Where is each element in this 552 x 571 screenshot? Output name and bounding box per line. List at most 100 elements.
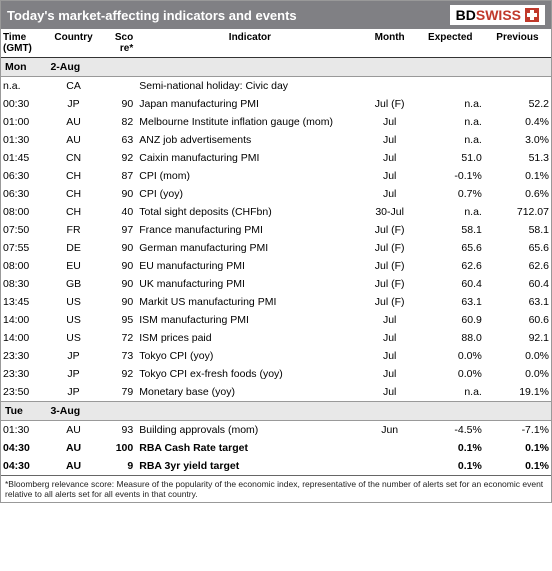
- cell-country: AU: [46, 439, 100, 457]
- cell-indicator: France manufacturing PMI: [135, 221, 362, 239]
- cell-expected: n.a.: [417, 95, 484, 113]
- cell-time: 01:00: [1, 113, 46, 131]
- cell-previous: 60.4: [484, 275, 551, 293]
- economic-calendar: Today's market-affecting indicators and …: [0, 0, 552, 503]
- cell-expected: -4.5%: [417, 421, 484, 440]
- cell-score: 92: [101, 365, 136, 383]
- day-date: 2-Aug: [46, 58, 551, 77]
- cell-indicator: EU manufacturing PMI: [135, 257, 362, 275]
- cell-score: 97: [101, 221, 136, 239]
- cell-expected: 0.0%: [417, 347, 484, 365]
- cell-score: 63: [101, 131, 136, 149]
- cell-month: Jul: [363, 149, 417, 167]
- cell-score: 93: [101, 421, 136, 440]
- cell-time: 06:30: [1, 167, 46, 185]
- cell-expected: 58.1: [417, 221, 484, 239]
- cell-month: Jul (F): [363, 257, 417, 275]
- col-time: Time (GMT): [1, 29, 46, 58]
- cell-country: US: [46, 311, 100, 329]
- table-row: 14:00US95ISM manufacturing PMIJul60.960.…: [1, 311, 551, 329]
- col-previous: Previous: [484, 29, 551, 58]
- cell-month: Jul (F): [363, 293, 417, 311]
- logo-swiss-text: SWISS: [476, 7, 521, 23]
- page-title: Today's market-affecting indicators and …: [7, 8, 297, 23]
- cell-previous: 65.6: [484, 239, 551, 257]
- cell-month: Jul: [363, 167, 417, 185]
- cell-country: CN: [46, 149, 100, 167]
- cell-time: 07:50: [1, 221, 46, 239]
- cell-score: 82: [101, 113, 136, 131]
- day-date: 3-Aug: [46, 402, 551, 421]
- cell-expected: 62.6: [417, 257, 484, 275]
- table-row: 04:30AU100RBA Cash Rate target0.1%0.1%: [1, 439, 551, 457]
- cell-country: FR: [46, 221, 100, 239]
- cell-time: 06:30: [1, 185, 46, 203]
- cell-indicator: Tokyo CPI ex-fresh foods (yoy): [135, 365, 362, 383]
- table-row: 00:30JP90Japan manufacturing PMIJul (F)n…: [1, 95, 551, 113]
- cell-score: 90: [101, 293, 136, 311]
- cell-expected: 0.1%: [417, 439, 484, 457]
- cell-time: 01:30: [1, 131, 46, 149]
- cell-indicator: Semi-national holiday: Civic day: [135, 77, 362, 96]
- logo-bd-text: BD: [456, 7, 476, 23]
- table-row: n.a.CASemi-national holiday: Civic day: [1, 77, 551, 96]
- cell-score: 95: [101, 311, 136, 329]
- cell-indicator: Caixin manufacturing PMI: [135, 149, 362, 167]
- col-month: Month: [363, 29, 417, 58]
- cell-country: GB: [46, 275, 100, 293]
- cell-previous: 92.1: [484, 329, 551, 347]
- cell-expected: 0.7%: [417, 185, 484, 203]
- table-row: 04:30AU9RBA 3yr yield target0.1%0.1%: [1, 457, 551, 475]
- cell-expected: 65.6: [417, 239, 484, 257]
- cell-time: 08:00: [1, 203, 46, 221]
- cell-previous: 60.6: [484, 311, 551, 329]
- cell-month: Jul: [363, 329, 417, 347]
- cell-score: 40: [101, 203, 136, 221]
- cell-country: AU: [46, 457, 100, 475]
- col-indicator: Indicator: [135, 29, 362, 58]
- cell-indicator: German manufacturing PMI: [135, 239, 362, 257]
- cell-month: Jul: [363, 383, 417, 402]
- cell-previous: 0.0%: [484, 347, 551, 365]
- day-header-row: Mon2-Aug: [1, 58, 551, 77]
- cell-previous: 19.1%: [484, 383, 551, 402]
- cell-indicator: UK manufacturing PMI: [135, 275, 362, 293]
- cell-previous: 712.07: [484, 203, 551, 221]
- cell-month: Jul: [363, 311, 417, 329]
- cell-indicator: Melbourne Institute inflation gauge (mom…: [135, 113, 362, 131]
- cell-indicator: Building approvals (mom): [135, 421, 362, 440]
- cell-country: JP: [46, 365, 100, 383]
- cell-previous: 0.0%: [484, 365, 551, 383]
- table-row: 07:55DE90German manufacturing PMIJul (F)…: [1, 239, 551, 257]
- cell-country: US: [46, 329, 100, 347]
- cell-time: n.a.: [1, 77, 46, 96]
- cell-score: 90: [101, 239, 136, 257]
- cell-time: 23:30: [1, 365, 46, 383]
- cell-indicator: ISM manufacturing PMI: [135, 311, 362, 329]
- cell-country: DE: [46, 239, 100, 257]
- cell-time: 00:30: [1, 95, 46, 113]
- cell-score: [101, 77, 136, 96]
- cell-score: 9: [101, 457, 136, 475]
- cell-previous: [484, 77, 551, 96]
- table-row: 14:00US72ISM prices paidJul88.092.1: [1, 329, 551, 347]
- table-row: 01:45CN92Caixin manufacturing PMIJul51.0…: [1, 149, 551, 167]
- cell-expected: 60.4: [417, 275, 484, 293]
- table-row: 13:45US90Markit US manufacturing PMIJul …: [1, 293, 551, 311]
- cell-previous: 0.6%: [484, 185, 551, 203]
- cell-expected: [417, 77, 484, 96]
- cell-month: Jul (F): [363, 221, 417, 239]
- cell-score: 90: [101, 257, 136, 275]
- cell-indicator: Monetary base (yoy): [135, 383, 362, 402]
- day-header-row: Tue3-Aug: [1, 402, 551, 421]
- cell-time: 13:45: [1, 293, 46, 311]
- cell-indicator: CPI (yoy): [135, 185, 362, 203]
- cell-expected: n.a.: [417, 203, 484, 221]
- cell-time: 23:50: [1, 383, 46, 402]
- cell-month: Jul (F): [363, 275, 417, 293]
- cell-expected: 0.0%: [417, 365, 484, 383]
- cell-expected: 0.1%: [417, 457, 484, 475]
- cell-indicator: ANZ job advertisements: [135, 131, 362, 149]
- cell-indicator: RBA Cash Rate target: [135, 439, 362, 457]
- swiss-cross-icon: [525, 8, 539, 22]
